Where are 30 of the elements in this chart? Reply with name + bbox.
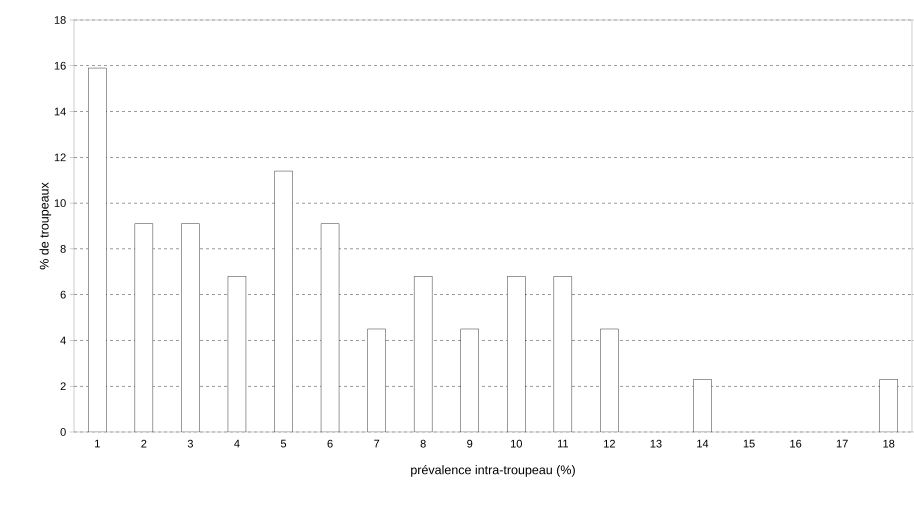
x-tick-label: 14: [697, 440, 708, 448]
x-tick-label: 3: [188, 440, 193, 448]
x-tick-label: 9: [467, 440, 472, 448]
y-tick-label: 14: [54, 108, 66, 116]
y-tick-label: 16: [54, 62, 66, 70]
x-axis-title: prévalence intra-troupeau (%): [411, 464, 575, 477]
x-tick-label: 5: [280, 440, 286, 448]
y-tick-label: 6: [60, 290, 66, 299]
x-tick-label: 11: [558, 440, 568, 448]
x-tick-label: 15: [744, 440, 755, 448]
y-tick-label: 2: [60, 382, 66, 390]
x-tick-label: 10: [510, 440, 522, 448]
y-tick-label: 18: [54, 16, 66, 24]
y-tick-label: 10: [54, 199, 66, 207]
x-tick-label: 18: [883, 440, 894, 448]
x-tick-label: 1: [95, 440, 100, 448]
x-tick-label: 13: [650, 440, 662, 448]
y-tick-label: 8: [60, 244, 66, 253]
x-tick-label: 12: [604, 440, 615, 448]
x-tick-label: 6: [328, 440, 333, 448]
y-tick-label: 12: [54, 153, 66, 162]
x-tick-label: 7: [374, 440, 380, 448]
x-tick-label: 8: [420, 440, 426, 448]
x-tick-label: 16: [790, 440, 802, 448]
y-axis-title: % de troupeaux: [39, 182, 52, 270]
y-tick-label: 0: [60, 428, 66, 436]
x-tick-label: 2: [141, 440, 146, 448]
x-tick-label: 17: [836, 440, 848, 448]
y-tick-label: 4: [60, 336, 66, 344]
x-tick-label: 4: [234, 440, 240, 448]
